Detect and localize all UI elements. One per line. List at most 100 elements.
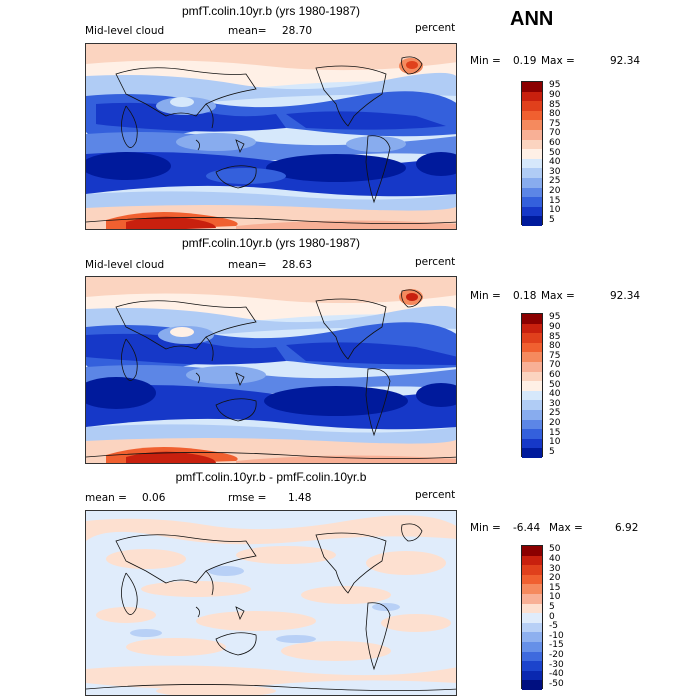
panel2-mean-value: 28.63: [282, 259, 313, 271]
colorbar-tick-label: 5: [549, 446, 555, 457]
colorbar-tick-label: 60: [549, 137, 561, 148]
colorbar-swatch: [522, 342, 542, 353]
colorbar-tick-label: 25: [549, 176, 561, 187]
colorbar-tick-label: 30: [549, 563, 561, 574]
colorbar-swatch: [522, 82, 542, 92]
panel1-colorbar: [521, 81, 543, 226]
colorbar-swatch: [522, 206, 542, 217]
colorbar-tick-label: -15: [549, 640, 564, 651]
colorbar-tick-label: 10: [549, 437, 561, 448]
colorbar-tick-label: -30: [549, 659, 564, 670]
colorbar-swatch: [522, 438, 542, 449]
colorbar-tick-label: 15: [549, 582, 561, 593]
panel1-min-value: 0.19: [513, 55, 537, 67]
colorbar-swatch: [522, 574, 542, 585]
panel3-mean-value: 0.06: [142, 492, 166, 504]
colorbar-swatch: [522, 448, 542, 458]
colorbar-swatch: [522, 101, 542, 111]
panel2-title: pmfF.colin.10yr.b (yrs 1980-1987): [181, 236, 361, 250]
panel2-min-value: 0.18: [513, 290, 537, 302]
colorbar-swatch: [522, 603, 542, 614]
colorbar-swatch: [522, 91, 542, 102]
panel2-min-label: Min =: [470, 290, 501, 302]
colorbar-tick-label: 50: [549, 544, 561, 555]
colorbar-tick-label: 15: [549, 195, 561, 206]
panel3-colorbar: [521, 545, 543, 690]
colorbar-tick-label: 20: [549, 185, 561, 196]
colorbar-tick-label: 50: [549, 379, 561, 390]
colorbar-swatch: [522, 419, 542, 430]
panel2-mean-label: mean=: [228, 259, 267, 271]
colorbar-tick-label: 80: [549, 341, 561, 352]
colorbar-tick-label: 90: [549, 321, 561, 332]
colorbar-swatch: [522, 400, 542, 410]
colorbar-swatch: [522, 584, 542, 594]
colorbar-swatch: [522, 352, 542, 362]
colorbar-tick-label: 20: [549, 417, 561, 428]
panel3-max-value: 6.92: [615, 522, 639, 534]
colorbar-tick-label: -40: [549, 669, 564, 680]
colorbar-swatch: [522, 177, 542, 188]
colorbar-swatch: [522, 429, 542, 439]
panel2-units: percent: [415, 256, 456, 268]
colorbar-swatch: [522, 216, 542, 226]
panel1-map: [85, 43, 457, 230]
panel2-colorbar: [521, 313, 543, 458]
colorbar-tick-label: 95: [549, 312, 561, 323]
colorbar-tick-label: 85: [549, 99, 561, 110]
panel1-variable-label: Mid-level cloud: [85, 25, 165, 37]
colorbar-tick-label: 40: [549, 157, 561, 168]
colorbar-swatch: [522, 641, 542, 652]
colorbar-swatch: [522, 409, 542, 420]
colorbar-swatch: [522, 187, 542, 198]
colorbar-tick-label: 5: [549, 214, 555, 225]
colorbar-swatch: [522, 381, 542, 391]
colorbar-tick-label: 25: [549, 408, 561, 419]
panel3-units: percent: [415, 489, 456, 501]
colorbar-tick-label: 20: [549, 573, 561, 584]
colorbar-tick-label: -50: [549, 678, 564, 689]
panel1-max-label: Max =: [541, 55, 575, 67]
panel2-max-value: 92.34: [610, 290, 641, 302]
colorbar-tick-label: 40: [549, 553, 561, 564]
colorbar-tick-label: 50: [549, 147, 561, 158]
colorbar-swatch: [522, 651, 542, 662]
panel1-units: percent: [415, 22, 456, 34]
colorbar-swatch: [522, 197, 542, 207]
colorbar-tick-label: 85: [549, 331, 561, 342]
colorbar-swatch: [522, 168, 542, 178]
colorbar-swatch: [522, 110, 542, 121]
colorbar-swatch: [522, 323, 542, 334]
panel3-title: pmfT.colin.10yr.b - pmfF.colin.10yr.b: [175, 470, 367, 484]
season-label: ANN: [510, 8, 554, 30]
colorbar-swatch: [522, 314, 542, 324]
colorbar-tick-label: 75: [549, 350, 561, 361]
colorbar-swatch: [522, 555, 542, 566]
panel1-min-label: Min =: [470, 55, 501, 67]
colorbar-swatch: [522, 333, 542, 343]
colorbar-tick-label: 60: [549, 369, 561, 380]
colorbar-swatch: [522, 632, 542, 642]
colorbar-swatch: [522, 139, 542, 150]
colorbar-tick-label: 70: [549, 360, 561, 371]
colorbar-swatch: [522, 361, 542, 372]
colorbar-swatch: [522, 670, 542, 681]
colorbar-tick-label: 30: [549, 166, 561, 177]
colorbar-tick-label: 30: [549, 398, 561, 409]
panel3-rmse-label: rmse =: [228, 492, 267, 504]
colorbar-swatch: [522, 149, 542, 159]
colorbar-swatch: [522, 680, 542, 690]
colorbar-swatch: [522, 158, 542, 169]
colorbar-tick-label: 95: [549, 80, 561, 91]
colorbar-swatch: [522, 613, 542, 623]
colorbar-tick-label: 10: [549, 592, 561, 603]
colorbar-swatch: [522, 371, 542, 382]
panel3-min-label: Min =: [470, 522, 501, 534]
colorbar-tick-label: 15: [549, 427, 561, 438]
panel3-min-value: -6.44: [513, 522, 541, 534]
colorbar-swatch: [522, 129, 542, 140]
colorbar-tick-label: 90: [549, 89, 561, 100]
panel1-max-value: 92.34: [610, 55, 641, 67]
panel2-max-label: Max =: [541, 290, 575, 302]
colorbar-tick-label: 75: [549, 118, 561, 129]
